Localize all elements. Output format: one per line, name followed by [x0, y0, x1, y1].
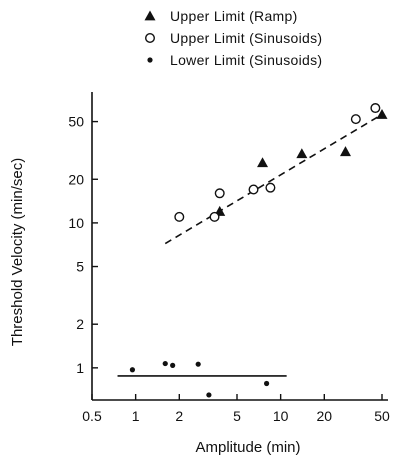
data-point	[195, 361, 201, 367]
data-point	[376, 108, 388, 119]
y-tick-label: 20	[68, 171, 84, 187]
data-point	[350, 114, 361, 125]
data-point	[248, 184, 259, 195]
data-point	[170, 362, 176, 368]
data-point	[129, 367, 136, 373]
data-point	[257, 157, 269, 168]
x-tick-label: 10	[273, 408, 289, 424]
axes: 0.5 1 2 5 10 20 50 1 2 5 10 20 50	[68, 92, 390, 424]
data-point	[339, 146, 351, 157]
y-tick-label: 50	[68, 114, 84, 130]
x-axis-label: Amplitude (min)	[195, 439, 300, 456]
data-points	[129, 103, 388, 398]
fit-lines	[117, 113, 383, 377]
x-tick-label: 20	[317, 408, 333, 424]
legend-marker	[144, 10, 156, 21]
x-tick-label: 1	[132, 408, 140, 424]
data-point	[209, 211, 220, 222]
x-tick-label: 2	[175, 408, 183, 424]
data-point	[370, 103, 381, 114]
data-point	[162, 360, 168, 367]
legend-marker	[144, 33, 155, 44]
legend-marker	[147, 57, 153, 63]
y-axis-label: Threshold Velocity (min/sec)	[9, 158, 26, 346]
y-tick-label: 10	[68, 215, 84, 231]
data-point	[206, 392, 212, 398]
x-tick-label: 5	[233, 408, 241, 424]
data-point	[174, 211, 185, 222]
data-point	[265, 182, 276, 193]
legend-label: Lower Limit (Sinusoids)	[170, 52, 322, 68]
y-tick-label: 2	[76, 316, 84, 332]
data-point	[263, 380, 270, 387]
x-tick-label: 50	[374, 408, 390, 424]
data-point	[296, 148, 308, 159]
data-point	[214, 188, 225, 199]
y-tick-label: 1	[76, 360, 84, 376]
x-tick-label: 0.5	[82, 408, 102, 424]
legend: Upper Limit (Ramp) Upper Limit (Sinusoids…	[144, 8, 322, 68]
legend-label: Upper Limit (Ramp)	[170, 8, 298, 24]
upper-trend-line	[164, 113, 383, 245]
legend-label: Upper Limit (Sinusoids)	[170, 30, 322, 46]
y-tick-label: 5	[76, 259, 84, 275]
